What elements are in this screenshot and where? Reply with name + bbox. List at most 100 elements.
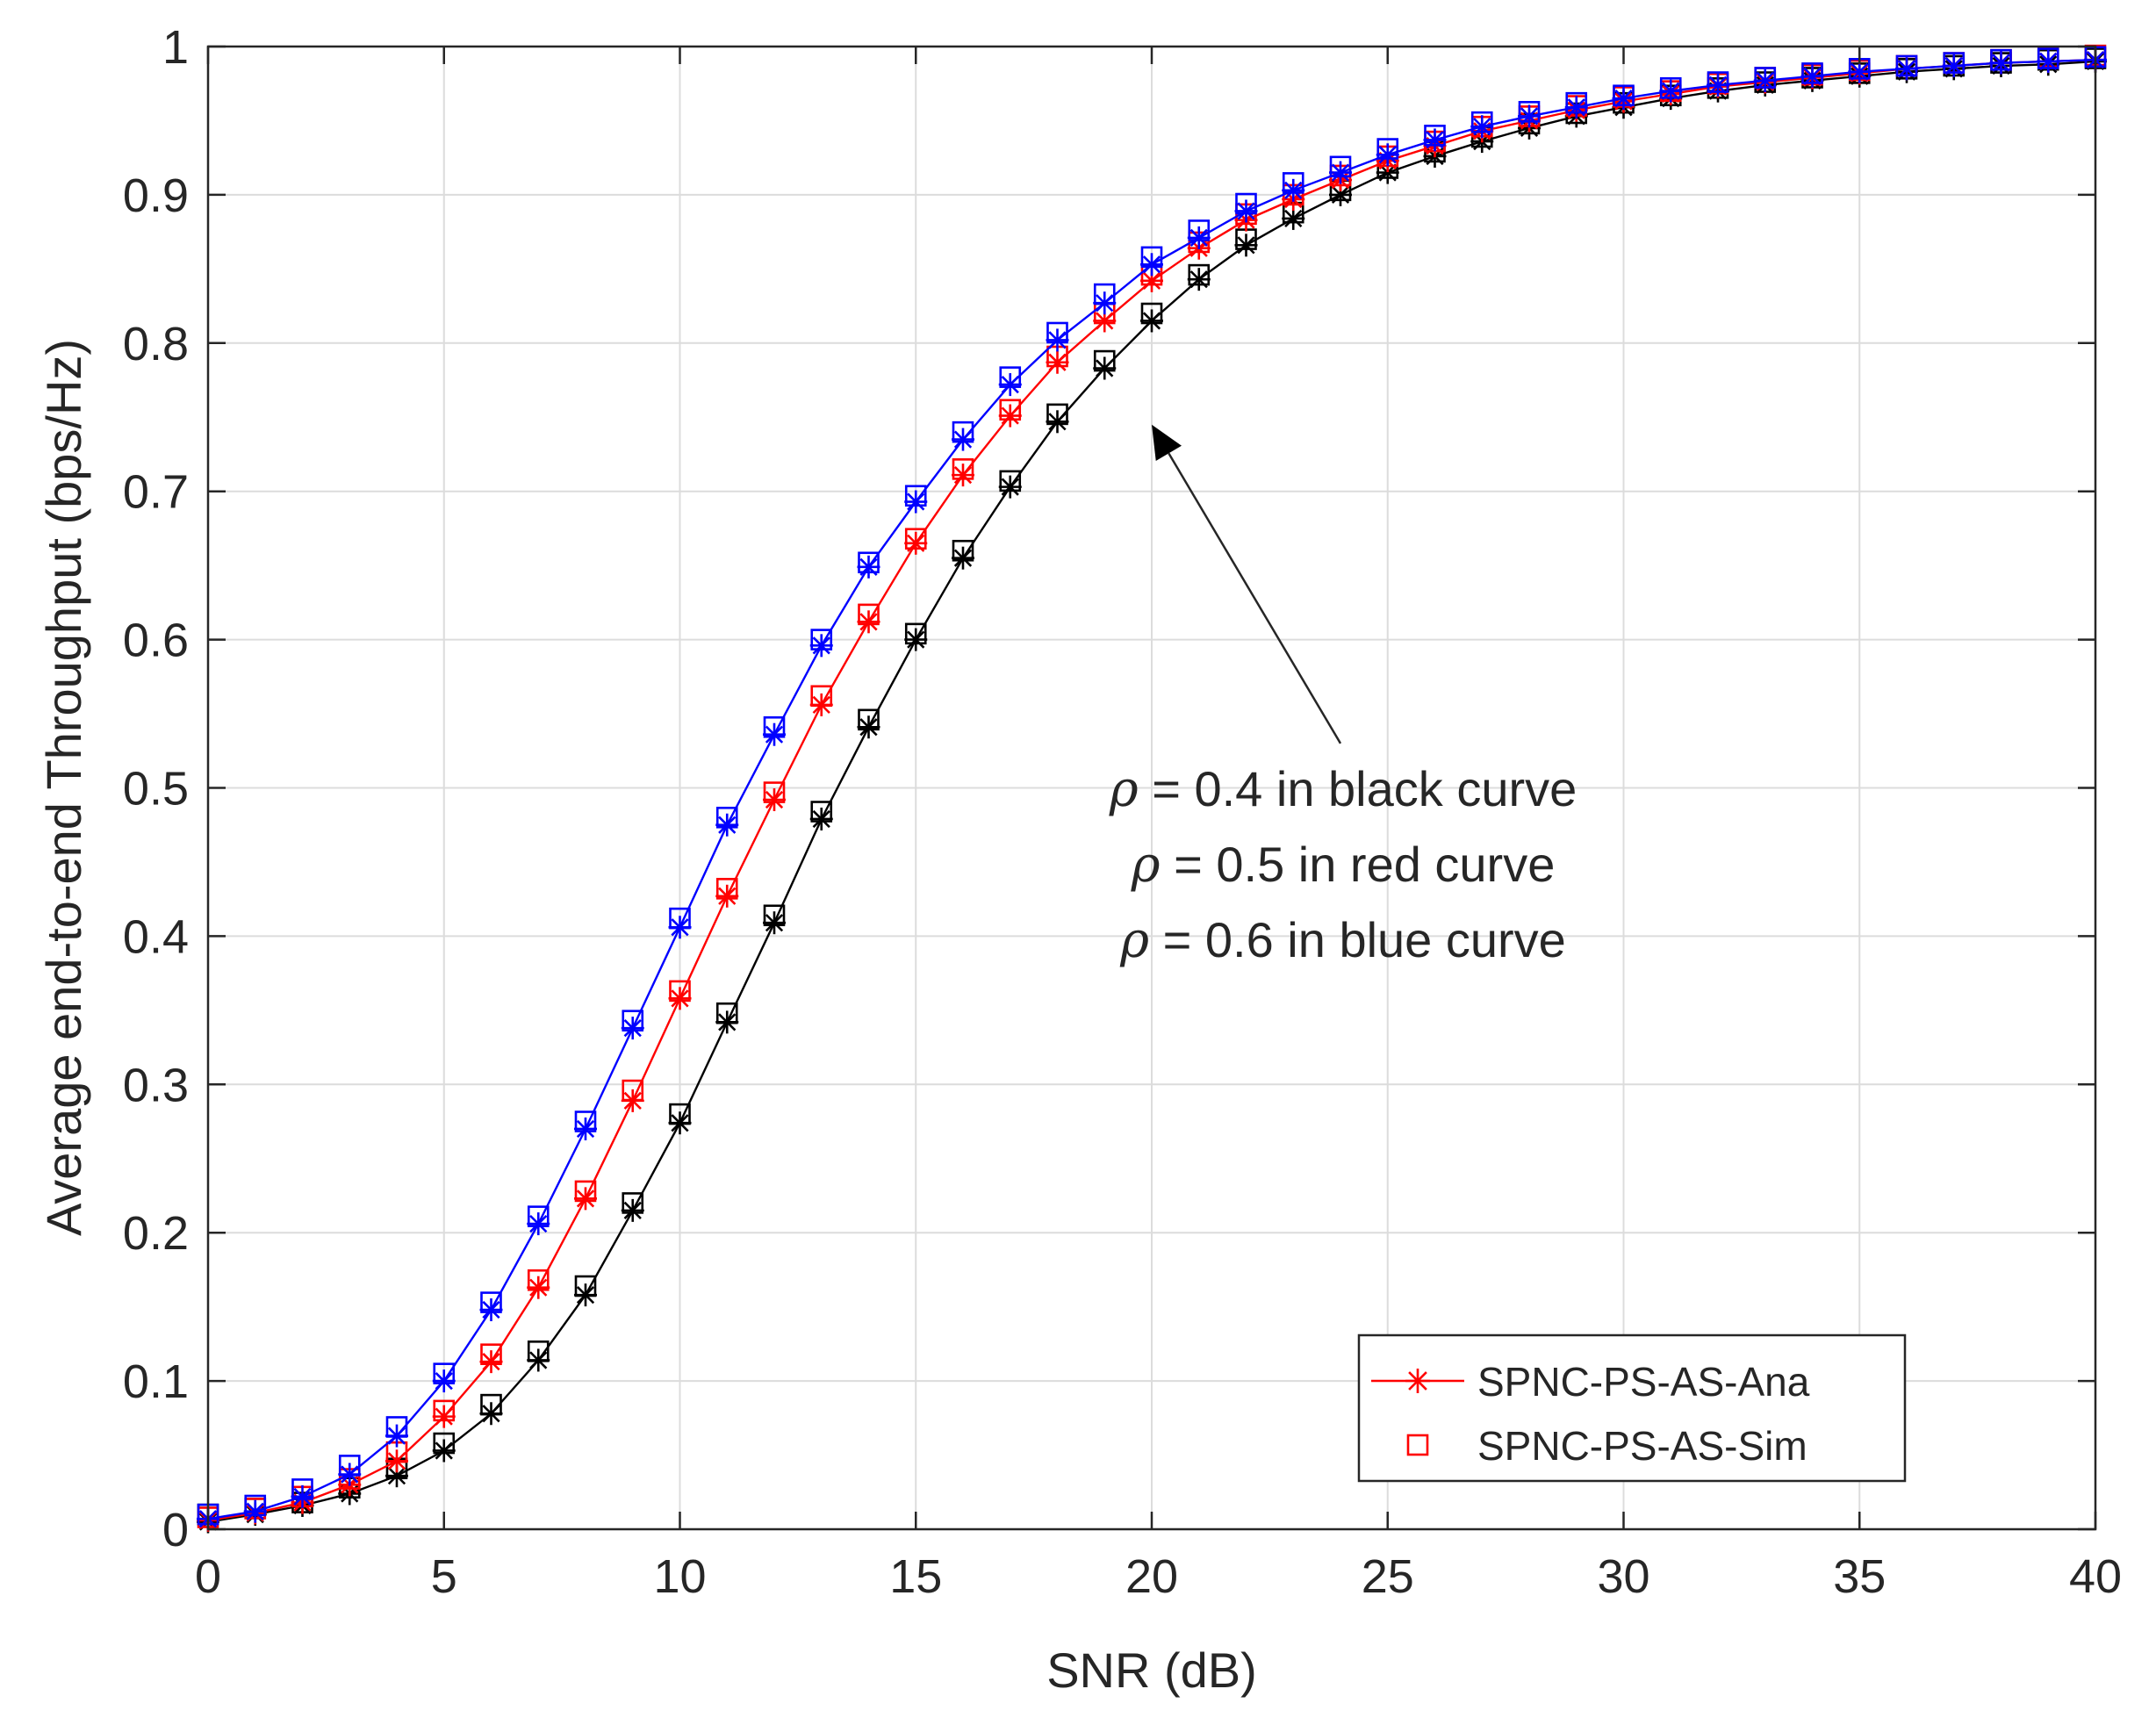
ana-point: [998, 373, 1022, 397]
ana-point: [574, 1283, 597, 1307]
ana-point: [1518, 104, 1541, 128]
y-tick-label: 0.8: [123, 318, 189, 370]
ana-point: [1564, 96, 1588, 119]
series-2: [197, 46, 2107, 1531]
y-tick-label: 0.7: [123, 466, 189, 519]
ana-point: [432, 1405, 456, 1428]
ana-point: [1234, 234, 1258, 257]
ana-point: [1234, 199, 1258, 223]
x-tick-label: 20: [1125, 1550, 1178, 1603]
ana-point: [574, 1117, 597, 1140]
y-tick-label: 0.5: [123, 763, 189, 816]
ana-point: [1046, 350, 1069, 374]
x-tick-label: 35: [1833, 1550, 1886, 1603]
ana-point: [1659, 79, 1683, 103]
axis-ticks: 0 5 10 15 20 25 30 35 40 0 0.1 0.2 0.3 0.4 0.5 0.6 0.7 0.…: [123, 21, 2122, 1603]
ana-point: [952, 428, 974, 451]
ana-point: [763, 911, 786, 935]
y-tick-label: 0.6: [123, 615, 189, 667]
ana-point: [1753, 68, 1777, 92]
ana-point: [243, 1499, 267, 1523]
x-tick-label: 0: [195, 1550, 221, 1603]
annotation: ρ = 0.4 in black curve ρ = 0.5 in red cu…: [1109, 424, 1577, 969]
ana-point: [1329, 161, 1352, 184]
ana-point: [1282, 206, 1305, 230]
ana-point: [621, 1198, 644, 1222]
ana-point: [904, 531, 928, 555]
y-axis-label: Average end-to-end Throughput (bps/Hz): [36, 339, 91, 1236]
y-tick-label: 0.2: [123, 1207, 189, 1260]
ana-point: [338, 1463, 362, 1486]
ana-point: [668, 916, 692, 939]
ana-point: [1282, 178, 1305, 202]
ana-point: [621, 1017, 644, 1040]
legend-asterisk: [1405, 1369, 1430, 1393]
ana-point: [1093, 356, 1117, 380]
legend-label-ana: SPNC-PS-AS-Ana: [1477, 1359, 1810, 1405]
ana-point: [1848, 60, 1872, 83]
ana-point: [809, 693, 833, 716]
x-tick-label: 40: [2069, 1550, 2122, 1603]
y-tick-label: 0: [162, 1504, 189, 1556]
ana-point: [998, 475, 1022, 499]
ana-point: [1376, 143, 1399, 167]
ana-point: [904, 628, 928, 651]
ana-point: [952, 464, 974, 487]
ana-point: [527, 1348, 550, 1372]
ana-point: [479, 1350, 503, 1374]
legend: SPNC-PS-AS-Ana SPNC-PS-AS-Sim: [1357, 1333, 1907, 1483]
annotation-line-1: ρ = 0.4 in black curve: [1109, 761, 1577, 818]
annotation-line-3: ρ = 0.6 in blue curve: [1119, 912, 1566, 969]
ana-point: [574, 1187, 597, 1211]
ana-point: [763, 788, 786, 812]
ana-point: [432, 1369, 456, 1393]
ana-point: [857, 555, 880, 579]
annotation-line-2: ρ = 0.5 in red curve: [1131, 837, 1556, 894]
ana-point: [1800, 64, 1824, 88]
x-tick-label: 30: [1597, 1550, 1649, 1603]
ana-point: [1093, 291, 1117, 315]
ana-point: [1187, 268, 1211, 291]
ana-point: [385, 1424, 408, 1448]
ana-point: [809, 634, 833, 658]
ana-point: [1989, 51, 2013, 75]
ana-point: [904, 490, 928, 514]
ana-point: [1046, 328, 1069, 352]
ana-point: [1140, 253, 1163, 277]
ana-point: [715, 884, 739, 908]
ana-point: [479, 1298, 503, 1322]
legend-ana-symbol: [1371, 1369, 1464, 1393]
ana-point: [857, 610, 880, 634]
ana-point: [857, 715, 880, 739]
legend-sim-symbol: [1406, 1434, 1429, 1456]
x-axis-label: SNR (dB): [1046, 1642, 1257, 1698]
ana-point: [2037, 49, 2060, 73]
ana-point: [763, 722, 786, 746]
ana-point: [809, 807, 833, 830]
legend-box: [1357, 1333, 1907, 1483]
y-tick-label: 0.9: [123, 169, 189, 222]
data-series: [197, 44, 2107, 1534]
legend-label-sim: SPNC-PS-AS-Sim: [1477, 1423, 1807, 1469]
ana-point: [998, 404, 1022, 428]
ana-point: [1046, 410, 1069, 434]
x-tick-label: 25: [1362, 1550, 1414, 1603]
ana-point: [1707, 73, 1729, 97]
ana-point: [715, 813, 739, 837]
ana-point: [1423, 128, 1447, 152]
ana-point: [385, 1449, 408, 1473]
y-tick-label: 0.3: [123, 1059, 189, 1111]
y-tick-label: 0.4: [123, 910, 189, 963]
ana-point: [527, 1276, 550, 1299]
ana-point: [1942, 54, 1966, 77]
ana-point: [715, 1010, 739, 1034]
ana-point: [432, 1439, 456, 1463]
ana-point: [1470, 115, 1494, 139]
ana-point: [1187, 226, 1211, 249]
annotation-arrow-head: [1152, 424, 1182, 462]
grid-lines: [207, 46, 2096, 1530]
ana-point: [479, 1402, 503, 1426]
ana-point: [1895, 57, 1918, 81]
y-tick-label: 0.1: [123, 1355, 189, 1408]
